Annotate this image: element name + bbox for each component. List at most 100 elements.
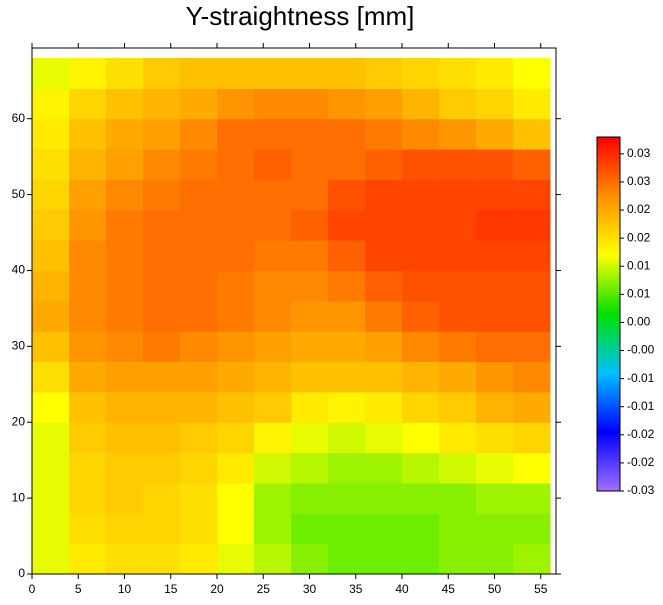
heat-cell (69, 391, 107, 423)
heat-cell (513, 452, 551, 484)
heat-cell (291, 209, 329, 241)
heat-cell (180, 179, 218, 211)
heat-cell (217, 482, 255, 514)
heat-cell (106, 118, 144, 150)
heat-cell (513, 240, 551, 271)
heat-cell (32, 300, 70, 332)
heat-cell (513, 482, 551, 514)
heat-cell (402, 179, 440, 211)
heat-cell (513, 422, 551, 454)
heat-cell (143, 361, 181, 393)
heat-cell (69, 209, 107, 241)
heat-cell (439, 58, 477, 89)
heat-cell (439, 179, 477, 211)
x-tick-label: 30 (303, 582, 317, 596)
heat-cell (217, 513, 255, 545)
heat-cell (32, 543, 70, 575)
heat-cell (328, 391, 366, 423)
heat-cell (217, 331, 255, 363)
heat-cell (513, 179, 551, 211)
heat-cell (476, 331, 514, 363)
heat-cell (32, 209, 70, 241)
heat-cell (143, 209, 181, 241)
heat-cell (291, 482, 329, 514)
heat-cell (328, 513, 366, 545)
heat-cell (291, 331, 329, 363)
heat-cell (32, 58, 70, 89)
heat-cell (513, 391, 551, 423)
heat-cell (143, 513, 181, 545)
colorbar (596, 136, 621, 492)
heat-cell (291, 58, 329, 89)
heat-cell (32, 331, 70, 363)
heat-cell (476, 543, 514, 575)
heat-cell (180, 149, 218, 180)
heat-cell (106, 209, 144, 241)
heat-cell (143, 422, 181, 454)
heat-cell (402, 300, 440, 332)
heat-cell (32, 391, 70, 423)
y-tick-label: 30 (12, 339, 26, 353)
colorbar-label: -0.01 (627, 399, 655, 413)
colorbar-label: 0.03 (627, 146, 651, 160)
heat-cell (143, 391, 181, 423)
heat-cell (328, 543, 366, 575)
heat-cell (328, 331, 366, 363)
heat-cell (513, 543, 551, 575)
heat-cell (365, 179, 403, 211)
heat-cell (365, 331, 403, 363)
heat-cell (476, 452, 514, 484)
heat-cell (254, 452, 292, 484)
heat-cell (513, 58, 551, 89)
heat-cell (69, 179, 107, 211)
chart-title: Y-straightness [mm] (186, 1, 415, 31)
heat-cell (439, 300, 477, 332)
heat-cell (328, 452, 366, 484)
heat-cell (439, 240, 477, 271)
heat-cell (254, 391, 292, 423)
heat-cell (254, 331, 292, 363)
heat-cell (254, 270, 292, 302)
heat-cell (291, 179, 329, 211)
heat-cell (328, 240, 366, 271)
y-tick-label: 10 (12, 490, 26, 504)
heat-cell (32, 149, 70, 180)
heat-cell (106, 149, 144, 180)
heat-cell (476, 240, 514, 271)
heat-cell (180, 209, 218, 241)
heat-cell (328, 209, 366, 241)
heat-cell (365, 543, 403, 575)
heat-cell (291, 543, 329, 575)
heat-cell (291, 88, 329, 120)
heat-cell (513, 361, 551, 393)
heat-cell (106, 240, 144, 271)
heat-cell (254, 118, 292, 150)
colorbar-label: 0.00 (627, 315, 651, 329)
heat-cell (476, 179, 514, 211)
heat-cell (32, 361, 70, 393)
heat-cell (180, 513, 218, 545)
heat-cell (291, 270, 329, 302)
heat-cell (69, 513, 107, 545)
heat-cell (328, 88, 366, 120)
heat-cell (180, 300, 218, 332)
heat-cell (180, 88, 218, 120)
heat-cell (513, 88, 551, 120)
colorbar-label: -0.02 (627, 455, 655, 469)
heat-cell (439, 270, 477, 302)
heat-cell (476, 391, 514, 423)
heat-cell (328, 149, 366, 180)
heat-cell (476, 482, 514, 514)
heat-cell (254, 179, 292, 211)
heat-cell (365, 270, 403, 302)
heat-cell (365, 452, 403, 484)
heat-cell (291, 452, 329, 484)
heat-cell (476, 58, 514, 89)
heat-cell (32, 452, 70, 484)
colorbar-label: 0.01 (627, 258, 651, 272)
heat-cell (402, 513, 440, 545)
heat-cell (513, 209, 551, 241)
heat-cell (402, 58, 440, 89)
heat-cell (476, 422, 514, 454)
